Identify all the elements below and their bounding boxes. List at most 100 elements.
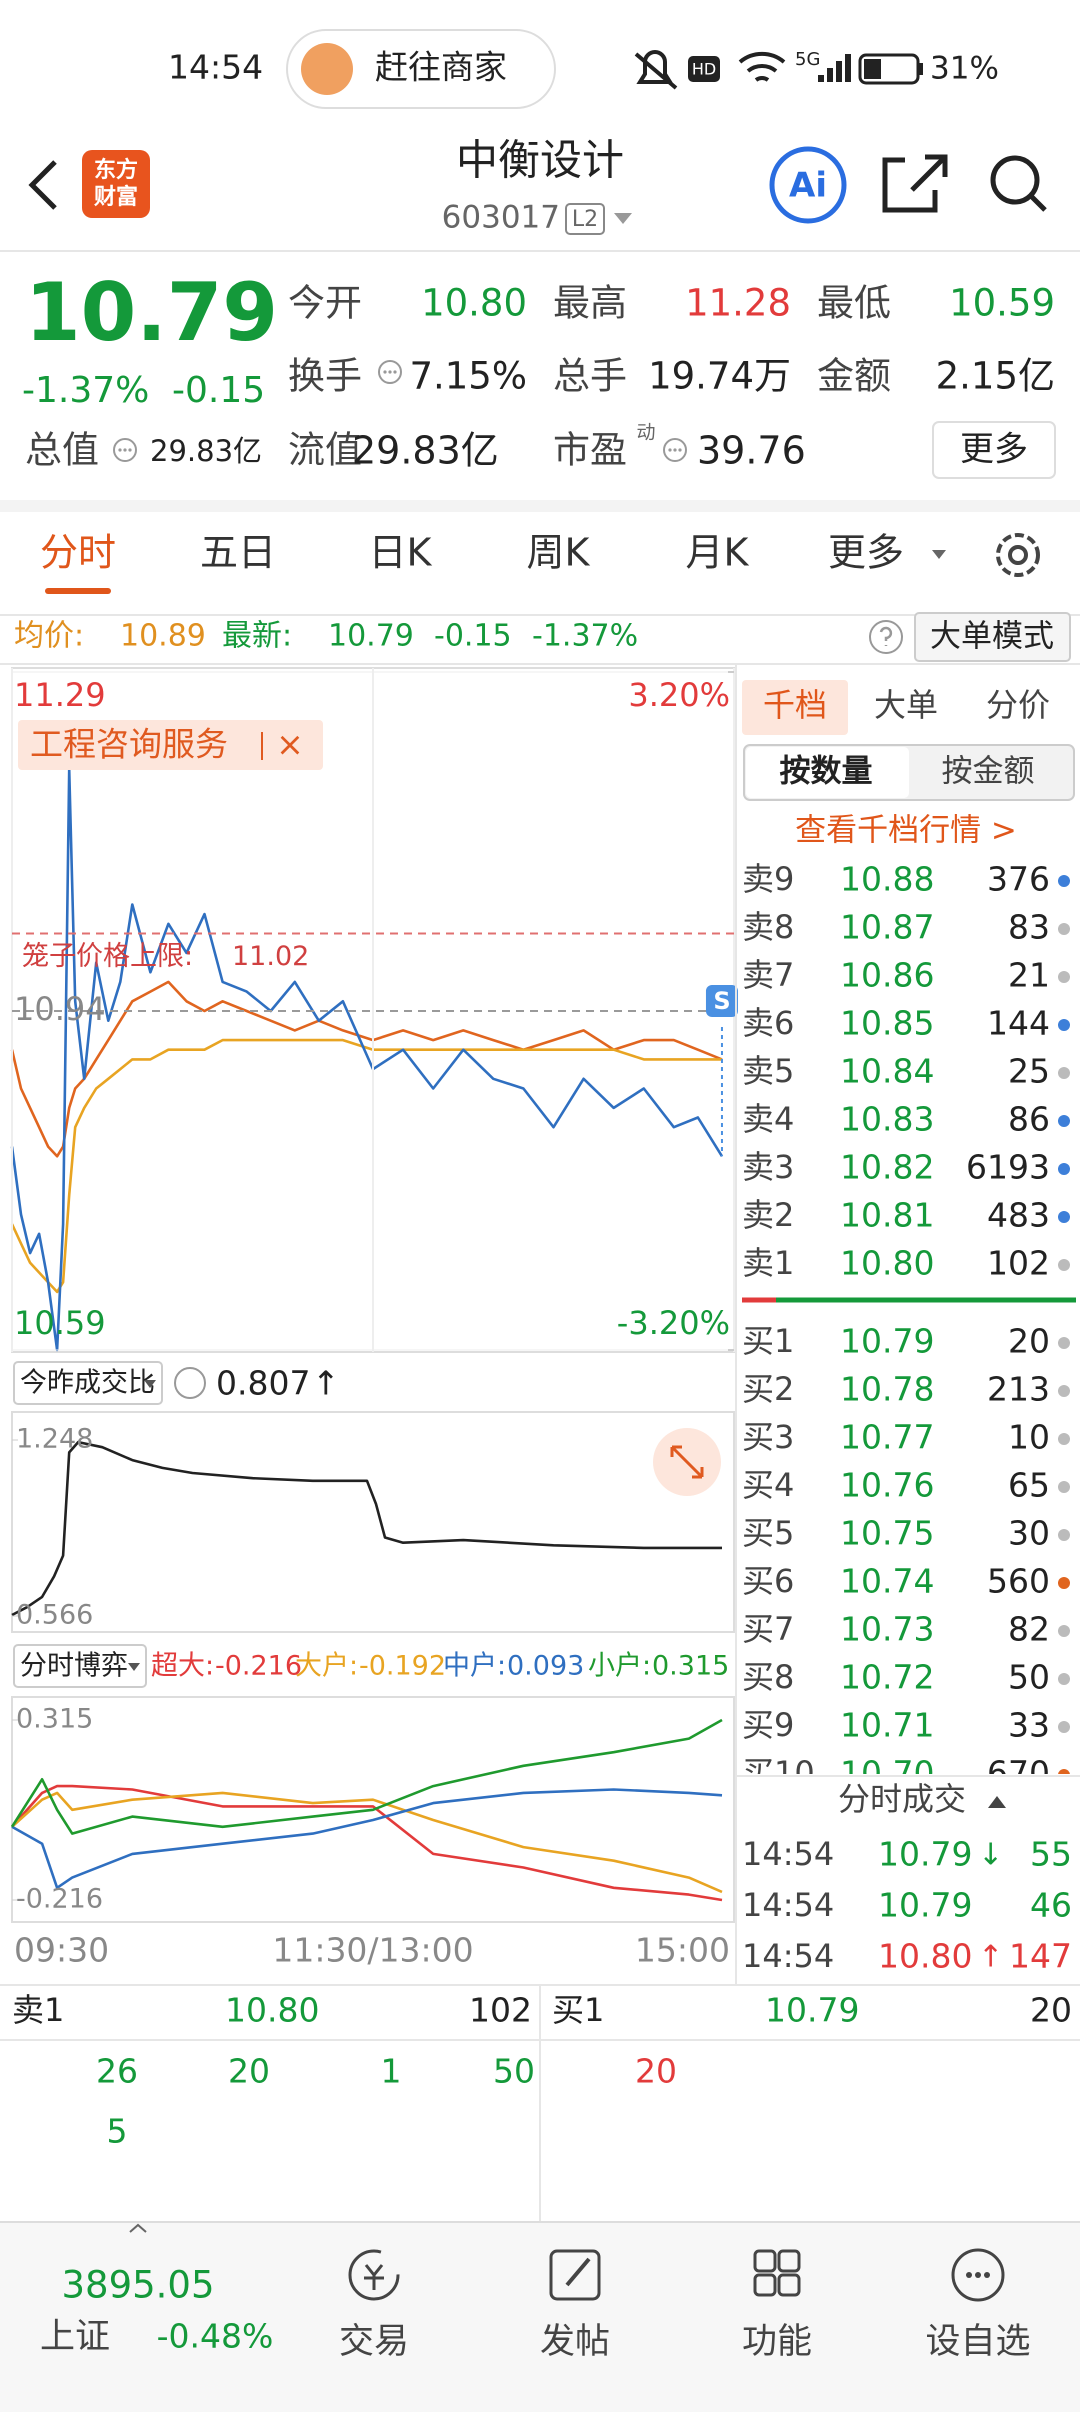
book-label: 卖7 bbox=[742, 956, 794, 994]
info-text: 均价: bbox=[14, 619, 84, 654]
book-dot bbox=[1058, 923, 1070, 935]
mode-button[interactable] bbox=[914, 612, 1071, 662]
sector-tag[interactable] bbox=[18, 720, 323, 770]
network-text: 5G bbox=[795, 49, 820, 70]
more-button[interactable] bbox=[932, 421, 1056, 479]
legend-value: 0.315 bbox=[652, 1651, 729, 1682]
help-mark bbox=[879, 626, 893, 646]
trade-volume: 55 bbox=[1030, 1835, 1072, 1874]
queue-order: 20 bbox=[228, 2052, 270, 2091]
search-handle bbox=[1029, 194, 1047, 212]
book-label: 卖8 bbox=[742, 908, 794, 946]
ai-button[interactable] bbox=[769, 146, 847, 224]
book-dot bbox=[1058, 1163, 1070, 1175]
y-tick-label: 10.59 bbox=[14, 1304, 106, 1342]
info-dot bbox=[123, 448, 127, 452]
tab[interactable]: 日K bbox=[369, 531, 433, 575]
field-value: 10.59 bbox=[949, 282, 1055, 325]
book-dot bbox=[1058, 1067, 1070, 1079]
queue-price: 10.79 bbox=[765, 1991, 859, 2030]
signal-bar bbox=[827, 68, 833, 82]
cage-limit-value: 11.02 bbox=[232, 941, 309, 972]
book-dot bbox=[1058, 1481, 1070, 1493]
tab[interactable]: 周K bbox=[527, 531, 591, 575]
book-price: 10.83 bbox=[840, 1100, 934, 1139]
nav-icon-dot bbox=[984, 2272, 990, 2278]
book-tab[interactable]: 千档 bbox=[763, 686, 827, 724]
marker-badge[interactable] bbox=[705, 985, 738, 1017]
nav-icon bbox=[777, 2273, 801, 2297]
x-tick-label: 09:30 bbox=[14, 1931, 109, 1970]
field-value: 39.76 bbox=[697, 429, 806, 473]
field-value: 29.83亿 bbox=[150, 434, 262, 468]
book-volume: 83 bbox=[1008, 908, 1050, 947]
status-time: 14:54 bbox=[168, 48, 263, 87]
book-price: 10.71 bbox=[840, 1706, 934, 1745]
nav-item[interactable]: 设自选 bbox=[925, 2322, 1030, 2362]
book-volume: 82 bbox=[1008, 1610, 1050, 1649]
info-dot bbox=[678, 448, 682, 452]
queue-order: 20 bbox=[635, 2052, 677, 2091]
book-price: 10.77 bbox=[840, 1418, 934, 1457]
series-line bbox=[11, 1440, 722, 1617]
book-price: 10.72 bbox=[840, 1658, 934, 1697]
trade-volume: 46 bbox=[1030, 1886, 1072, 1925]
book-volume: 86 bbox=[1008, 1100, 1050, 1139]
nav-item[interactable]: 发帖 bbox=[540, 2322, 610, 2362]
book-price: 10.73 bbox=[840, 1610, 934, 1649]
back-button[interactable] bbox=[28, 160, 57, 210]
info-icon bbox=[663, 438, 687, 462]
settings-button[interactable] bbox=[996, 533, 1040, 577]
series-line bbox=[11, 1784, 723, 1902]
book-link[interactable]: 查看千档行情 > bbox=[795, 813, 1017, 849]
battery-text: 31% bbox=[930, 51, 999, 87]
mode-option[interactable]: 按金额 bbox=[942, 754, 1035, 790]
nav-item[interactable]: 交易 bbox=[339, 2322, 409, 2362]
queue-order: 50 bbox=[493, 2052, 535, 2091]
logo-text: 东方 bbox=[94, 157, 138, 183]
queue-order: 1 bbox=[381, 2052, 402, 2091]
chart-selector[interactable] bbox=[13, 1644, 147, 1688]
book-label: 买5 bbox=[742, 1514, 794, 1552]
info-icon bbox=[113, 438, 137, 462]
book-volume: 144 bbox=[987, 1004, 1050, 1043]
book-dot bbox=[1058, 1337, 1070, 1349]
trade-arrow: ↓ bbox=[978, 1838, 1003, 1873]
tab[interactable]: 五日 bbox=[200, 531, 276, 575]
book-price: 10.75 bbox=[840, 1514, 934, 1553]
tab[interactable]: 月K bbox=[686, 531, 750, 575]
info-dot bbox=[383, 370, 387, 374]
sector-tag-close[interactable]: × bbox=[276, 725, 304, 764]
nav-icon-mark bbox=[364, 2264, 384, 2290]
chart-selector[interactable] bbox=[13, 1361, 163, 1405]
book-price: 10.80 bbox=[840, 1244, 934, 1283]
queue-price: 10.80 bbox=[225, 1991, 319, 2030]
book-volume: 21 bbox=[1008, 956, 1050, 995]
y-tick-label: 1.248 bbox=[16, 1424, 93, 1455]
book-price: 10.85 bbox=[840, 1004, 934, 1043]
tab[interactable]: 更多 bbox=[828, 531, 904, 575]
index-value: 3895.05 bbox=[61, 2264, 214, 2307]
nav-icon bbox=[777, 2249, 801, 2273]
share-button[interactable] bbox=[882, 154, 948, 213]
field-value: 10.80 bbox=[421, 282, 527, 325]
book-dot bbox=[1058, 1529, 1070, 1541]
book-dot bbox=[1058, 1625, 1070, 1637]
book-volume: 65 bbox=[1008, 1466, 1050, 1505]
y2-tick-label: 3.20% bbox=[628, 676, 730, 714]
wifi-icon bbox=[738, 51, 786, 82]
field-label: 市盈 bbox=[553, 429, 627, 472]
search-button[interactable] bbox=[990, 155, 1040, 205]
index-name: 上证 bbox=[40, 2317, 110, 2357]
tab[interactable]: 分时 bbox=[40, 531, 116, 575]
book-volume: 30 bbox=[1008, 1514, 1050, 1553]
book-tab[interactable]: 分价 bbox=[986, 686, 1050, 724]
nav-item[interactable]: 功能 bbox=[742, 2322, 812, 2362]
notice-pill[interactable] bbox=[286, 29, 556, 109]
book-volume: 25 bbox=[1008, 1052, 1050, 1091]
book-label: 卖3 bbox=[742, 1148, 794, 1186]
field-label: 金额 bbox=[817, 355, 891, 398]
mode-option[interactable]: 按数量 bbox=[780, 754, 873, 790]
notice-icon bbox=[301, 43, 353, 95]
book-tab[interactable]: 大单 bbox=[874, 686, 938, 724]
